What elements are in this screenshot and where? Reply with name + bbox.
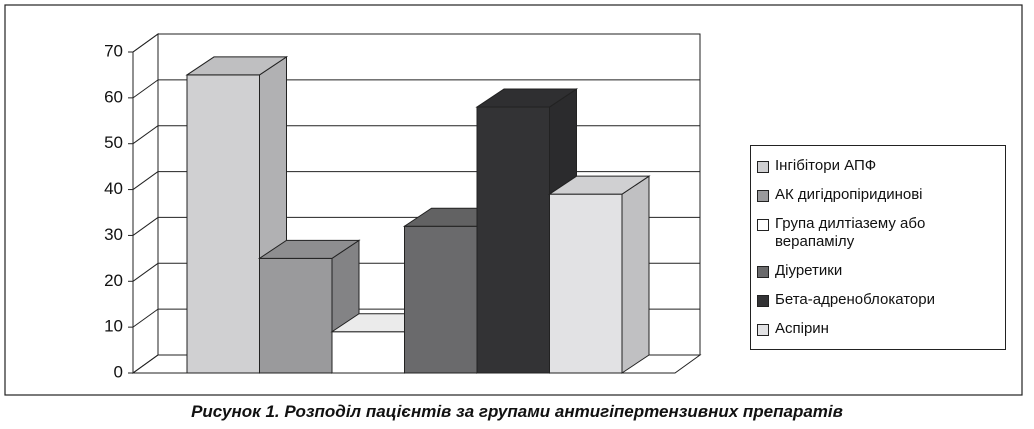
bar <box>549 193 623 374</box>
grid-line <box>132 171 159 190</box>
bar <box>476 106 550 374</box>
legend-entry: Група дилтіазему або верапамілу <box>757 215 999 251</box>
grid-line <box>132 33 159 53</box>
legend-label: Група дилтіазему або верапамілу <box>775 215 926 250</box>
legend-swatch <box>757 161 769 173</box>
y-tick-label: 10 <box>104 317 123 336</box>
y-tick-label: 50 <box>104 133 123 152</box>
bar-side <box>621 175 650 374</box>
legend-swatch <box>757 219 769 231</box>
legend-swatch <box>757 295 769 307</box>
y-tick-label: 40 <box>104 179 123 198</box>
legend: Інгібітори АПФ АК дигідропіридинові Група … <box>750 145 1006 350</box>
legend-swatch <box>757 190 769 202</box>
legend-label: Бета-адреноблокатори <box>775 291 935 308</box>
bar <box>404 225 478 374</box>
grid-line <box>132 125 159 145</box>
legend-entry: Інгібітори АПФ <box>757 157 999 175</box>
legend-entry: Бета-адреноблокатори <box>757 291 999 309</box>
legend-swatch <box>757 266 769 278</box>
legend-label: АК дигідропіридинові <box>775 186 923 203</box>
y-tick-label: 20 <box>104 271 123 290</box>
bar <box>259 257 333 374</box>
grid-line <box>132 262 159 282</box>
bar-top <box>185 56 289 76</box>
legend-label: Аспірин <box>775 320 829 337</box>
legend-entry: АК дигідропіридинові <box>757 186 999 204</box>
grid-line <box>132 217 159 236</box>
bar <box>186 74 260 374</box>
bar-top <box>257 239 361 259</box>
bar-top <box>547 175 651 195</box>
legend-entry: Аспірин <box>757 320 999 338</box>
side-wall <box>132 33 159 374</box>
bar-top <box>475 88 579 108</box>
chart-title: Рисунок 1. Розподіл пацієнтів за групами… <box>191 402 843 421</box>
frame <box>4 4 1023 396</box>
legend-entry: Діуретики <box>757 262 999 280</box>
legend-label: Інгібітори АПФ <box>775 157 877 174</box>
legend-label: Діуретики <box>775 262 843 279</box>
y-tick-label: 0 <box>114 362 123 381</box>
y-tick-label: 70 <box>104 41 123 60</box>
legend-swatch <box>757 324 769 336</box>
grid-line <box>132 308 159 328</box>
y-tick-label: 60 <box>104 87 123 106</box>
y-tick-label: 30 <box>104 225 123 244</box>
grid-line <box>132 79 159 99</box>
grid-line <box>132 354 159 374</box>
bar <box>331 331 405 374</box>
